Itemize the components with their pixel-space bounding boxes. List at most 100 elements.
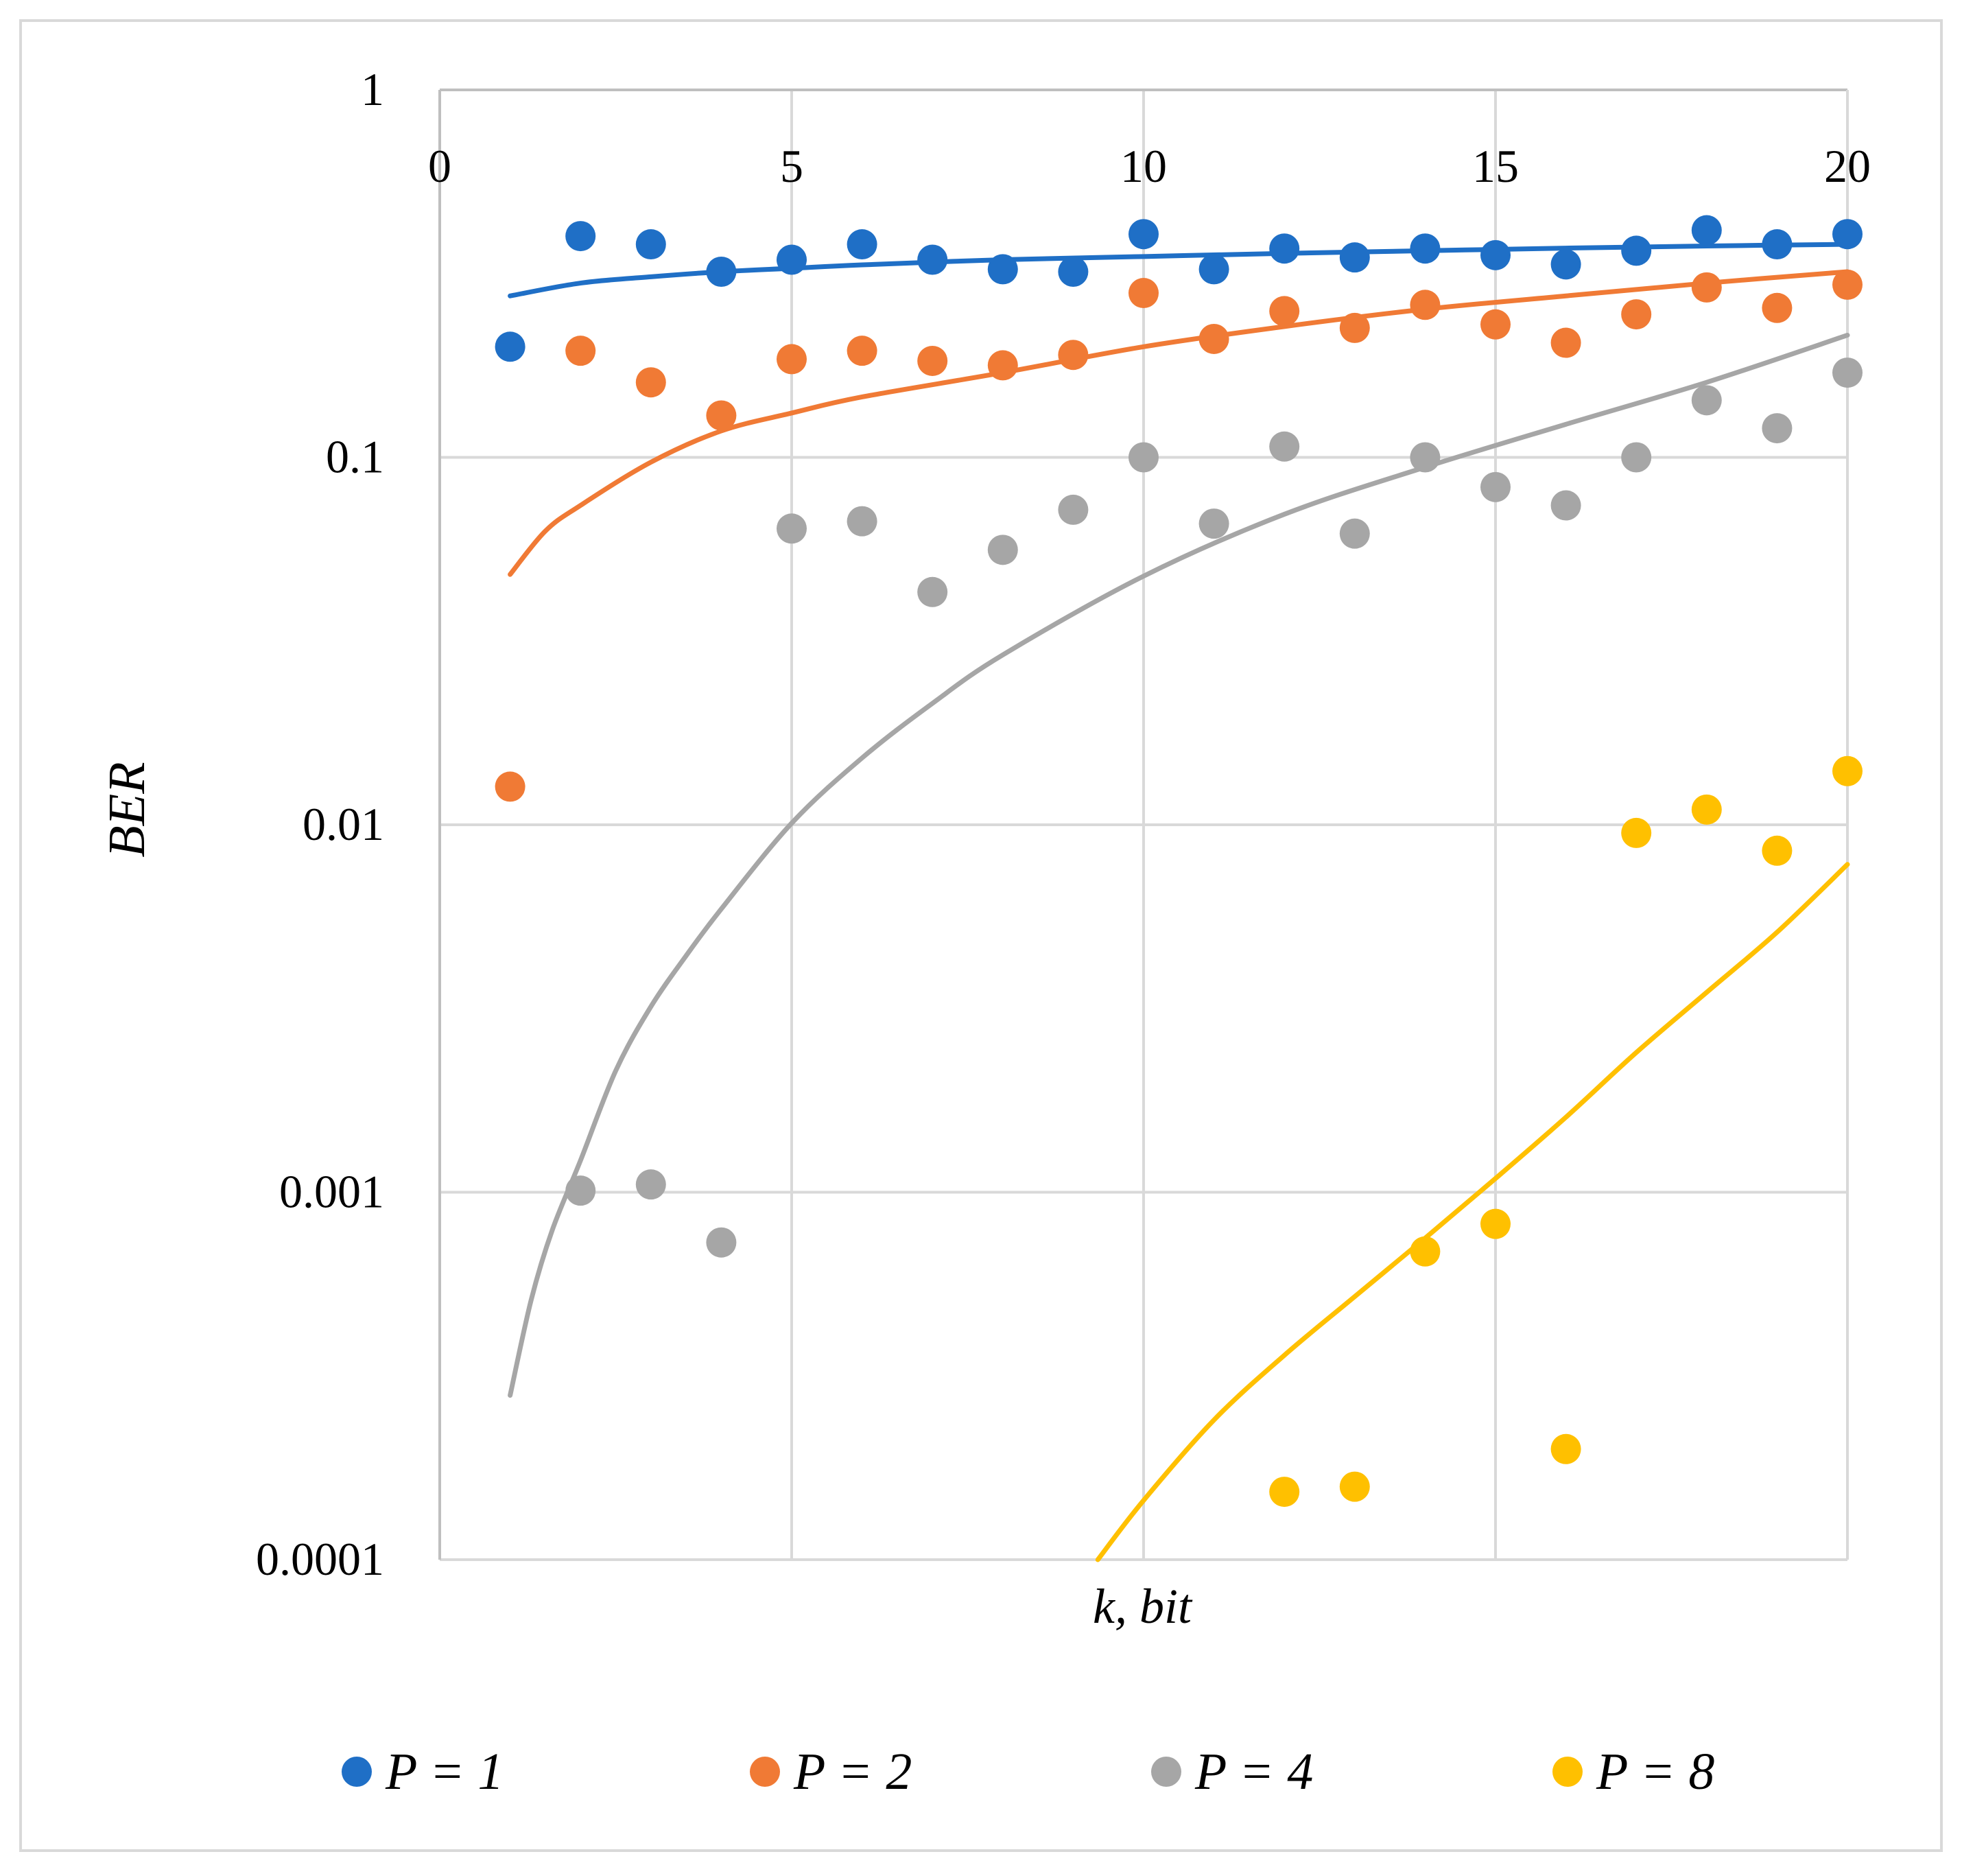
point-series-4 xyxy=(1269,1477,1300,1508)
point-series-4 xyxy=(1550,1433,1581,1464)
point-series-2 xyxy=(1269,296,1300,327)
point-series-4 xyxy=(1621,817,1652,848)
outer-border xyxy=(19,19,1943,1852)
point-series-1 xyxy=(635,229,666,260)
point-series-2 xyxy=(1691,272,1722,303)
trend-line-series-2 xyxy=(508,269,1850,577)
point-series-3 xyxy=(1762,413,1793,444)
x-tick-label: 20 xyxy=(1824,140,1871,192)
point-series-4 xyxy=(1832,755,1863,786)
point-series-2 xyxy=(565,336,596,366)
point-series-2 xyxy=(1621,299,1652,330)
legend-label: P = 1 xyxy=(385,1743,504,1801)
point-series-4 xyxy=(1339,1471,1370,1502)
point-series-3 xyxy=(987,535,1018,565)
point-series-1 xyxy=(1198,254,1229,285)
data-points xyxy=(495,215,1863,1508)
trend-line-series-4 xyxy=(1095,862,1850,1562)
point-series-1 xyxy=(917,244,948,275)
point-series-3 xyxy=(565,1175,596,1206)
point-series-2 xyxy=(635,367,666,398)
point-series-1 xyxy=(1691,215,1722,246)
point-series-4 xyxy=(1410,1236,1441,1267)
y-tick-label: 1 xyxy=(361,63,384,115)
point-series-3 xyxy=(1339,518,1370,549)
legend-item-series-3: P = 4 xyxy=(1151,1743,1313,1801)
point-series-1 xyxy=(1832,219,1863,250)
legend-marker xyxy=(342,1757,372,1787)
x-tick-label: 10 xyxy=(1120,140,1167,192)
point-series-1 xyxy=(1621,235,1652,266)
point-series-1 xyxy=(987,254,1018,285)
legend: P = 1 P = 2 P = 4 P = 8 xyxy=(342,1743,1714,1801)
point-series-4 xyxy=(1762,835,1793,866)
y-tick-label: 0.1 xyxy=(326,431,384,483)
point-series-3 xyxy=(1058,494,1089,525)
point-series-3 xyxy=(1621,442,1652,473)
y-tick-label: 0.001 xyxy=(279,1166,384,1218)
point-series-1 xyxy=(847,229,877,260)
point-series-3 xyxy=(917,576,948,607)
point-series-3 xyxy=(1128,442,1159,473)
legend-item-series-2: P = 2 xyxy=(750,1743,912,1801)
trend-lines xyxy=(508,242,1850,1562)
point-series-2 xyxy=(917,345,948,376)
point-series-3 xyxy=(1550,490,1581,521)
y-axis-label: BER xyxy=(98,762,156,857)
point-series-1 xyxy=(1762,229,1793,260)
point-series-3 xyxy=(777,513,807,544)
legend-marker xyxy=(1151,1757,1181,1787)
point-series-4 xyxy=(1691,794,1722,825)
point-series-3 xyxy=(1410,442,1441,473)
point-series-1 xyxy=(1339,242,1370,273)
point-series-3 xyxy=(635,1169,666,1200)
point-series-1 xyxy=(1410,233,1441,264)
point-series-2 xyxy=(847,336,877,366)
point-series-2 xyxy=(1058,340,1089,371)
x-tick-label: 0 xyxy=(428,140,451,192)
point-series-1 xyxy=(565,221,596,252)
point-series-2 xyxy=(987,350,1018,381)
legend-label: P = 2 xyxy=(793,1743,912,1801)
point-series-1 xyxy=(1550,249,1581,280)
legend-marker xyxy=(1552,1757,1583,1787)
point-series-3 xyxy=(706,1227,737,1258)
legend-label: P = 8 xyxy=(1596,1743,1714,1801)
x-tick-label: 15 xyxy=(1472,140,1519,192)
point-series-3 xyxy=(1480,471,1511,502)
point-series-2 xyxy=(777,344,807,375)
legend-item-series-1: P = 1 xyxy=(342,1743,504,1801)
point-series-3 xyxy=(1198,508,1229,539)
point-series-1 xyxy=(1128,219,1159,250)
y-tick-label: 0.01 xyxy=(303,798,384,850)
x-axis-label: k, bit xyxy=(1093,1579,1193,1634)
point-series-2 xyxy=(1198,323,1229,354)
tick-labels: 0 5 10 15 20 1 0.1 0.01 0.001 0.0001 xyxy=(256,63,1871,1585)
legend-marker xyxy=(750,1757,780,1787)
point-series-1 xyxy=(1269,233,1300,264)
point-series-4 xyxy=(1480,1208,1511,1239)
point-series-3 xyxy=(1269,431,1300,462)
point-series-3 xyxy=(1832,357,1863,388)
point-series-2 xyxy=(1480,309,1511,340)
point-series-1 xyxy=(777,244,807,275)
point-series-2 xyxy=(1410,290,1441,320)
point-series-2 xyxy=(1339,312,1370,343)
point-series-2 xyxy=(1550,327,1581,358)
point-series-2 xyxy=(495,771,525,802)
point-series-1 xyxy=(1058,256,1089,287)
point-series-2 xyxy=(1762,292,1793,323)
legend-label: P = 4 xyxy=(1194,1743,1313,1801)
trend-line-series-3 xyxy=(508,332,1850,1398)
point-series-2 xyxy=(1832,269,1863,300)
legend-item-series-4: P = 8 xyxy=(1552,1743,1714,1801)
point-series-3 xyxy=(1691,385,1722,416)
x-tick-label: 5 xyxy=(780,140,803,192)
point-series-1 xyxy=(495,331,525,362)
point-series-2 xyxy=(706,400,737,431)
point-series-3 xyxy=(847,506,877,537)
trend-line-series-1 xyxy=(508,242,1850,298)
point-series-1 xyxy=(706,256,737,287)
